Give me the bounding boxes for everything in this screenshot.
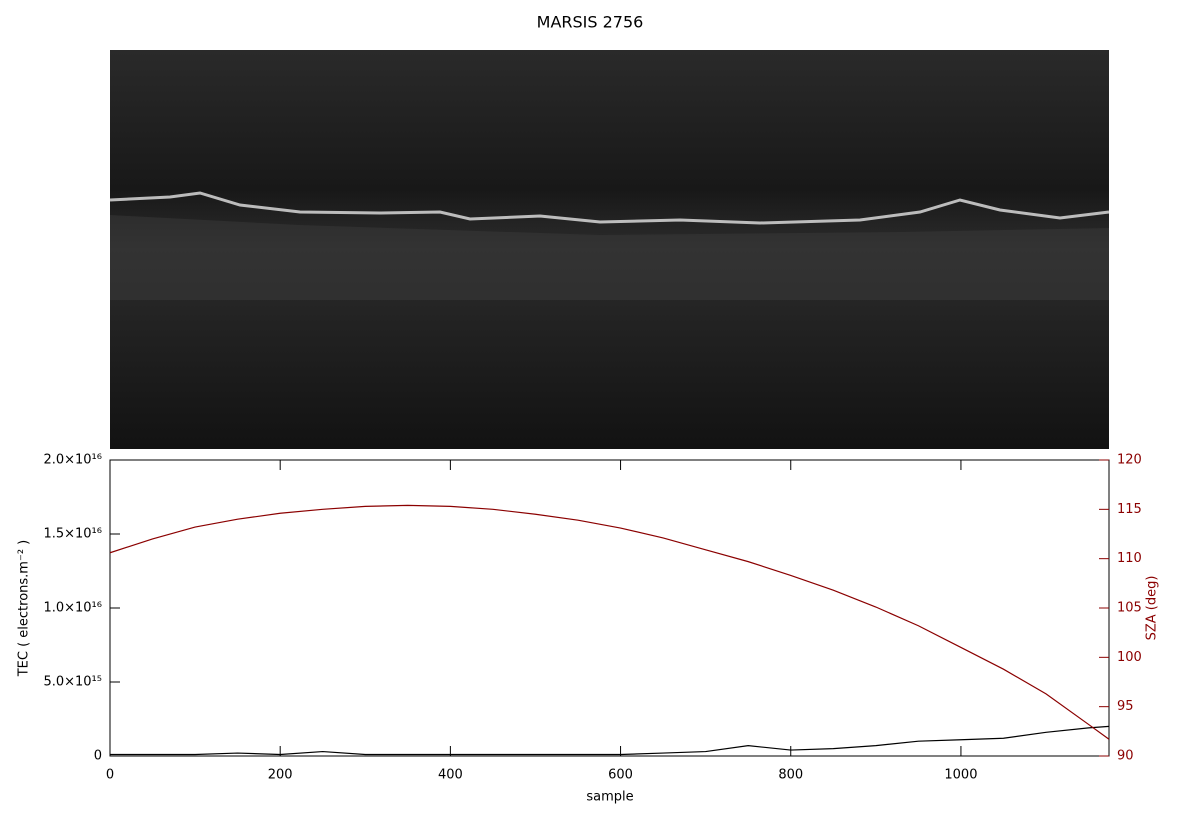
y-tick-label: 2.0×10¹⁶ [43,453,102,468]
y2-tick-label: 120 [1117,453,1142,468]
y-axis-label: TEC ( electrons.m⁻² ) [17,540,32,678]
y2-tick-label: 90 [1117,749,1134,764]
radargram [109,50,1110,449]
x-tick-label: 800 [778,768,803,783]
y-tick-label: 0 [94,749,102,764]
subsurface-haze [110,215,1109,300]
y-tick-label: 1.0×10¹⁶ [43,601,102,616]
line-series [109,504,1110,740]
surface-echo [109,191,1110,225]
x-tick-label: 600 [608,768,633,783]
x-tick-label: 1000 [944,768,977,783]
plot-frame [109,459,1110,757]
x-tick-label: 400 [438,768,463,783]
chart-title: MARSIS 2756 [537,13,644,32]
y2-tick-label: 100 [1117,650,1142,665]
y2-tick-label: 115 [1117,502,1142,517]
y2-axis-label: SZA (deg) [1145,576,1160,641]
y-tick-label: 5.0×10¹⁵ [43,675,102,690]
line-series [110,725,1110,756]
x-axis-label: sample [586,790,633,805]
y2-tick-label: 105 [1117,601,1142,616]
y-tick-label: 1.5×10¹⁶ [43,527,102,542]
x-tick-label: 200 [268,768,293,783]
y2-tick-label: 95 [1117,699,1134,714]
y2-tick-label: 110 [1117,551,1142,566]
x-tick-label: 0 [106,768,114,783]
